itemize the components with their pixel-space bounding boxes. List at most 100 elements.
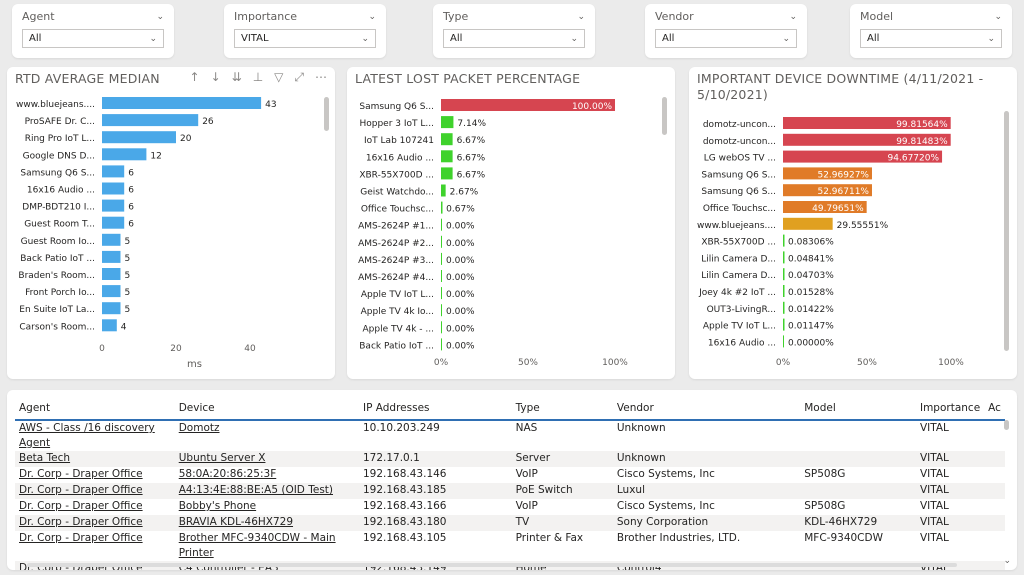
bar[interactable]: [783, 217, 833, 230]
column-header-type[interactable]: Type: [511, 396, 613, 421]
bar[interactable]: [783, 201, 867, 213]
cell-agent[interactable]: Beta Tech: [15, 451, 175, 467]
table-row[interactable]: Dr. Corp - Draper Office BRAVIA KDL-46HX7…: [15, 515, 1005, 531]
bar[interactable]: [102, 216, 125, 229]
bar[interactable]: [441, 201, 443, 214]
bar[interactable]: [102, 148, 147, 161]
cell-device[interactable]: Ubuntu Server X: [174, 451, 359, 467]
cell-device[interactable]: A4:13:4E:88:BE:A5 (OID Test): [174, 483, 359, 499]
scrollbar[interactable]: [1004, 111, 1009, 351]
bar[interactable]: [102, 319, 117, 332]
scrollbar[interactable]: [324, 97, 329, 131]
bar[interactable]: [441, 167, 453, 180]
chevron-down-icon[interactable]: ⌄: [368, 11, 376, 22]
hierarchy-icon[interactable]: ⊥: [252, 70, 264, 84]
bar[interactable]: [102, 268, 121, 280]
slicer-dropdown[interactable]: All ⌄: [655, 29, 797, 48]
bar[interactable]: [783, 251, 785, 264]
bar[interactable]: [102, 233, 121, 246]
bar[interactable]: [441, 184, 446, 197]
table-row[interactable]: Beta Tech Ubuntu Server X 172.17.0.1 Server…: [15, 451, 1005, 467]
bar[interactable]: [783, 117, 951, 129]
bar[interactable]: [783, 234, 785, 247]
bar[interactable]: [783, 301, 785, 314]
cell-agent[interactable]: Dr. Corp - Draper Office: [19, 500, 143, 512]
bar[interactable]: [102, 97, 262, 109]
chevron-down-icon[interactable]: ⌄: [789, 11, 797, 22]
bar[interactable]: [102, 285, 121, 298]
chart-title: IMPORTANT DEVICE DOWNTIME (4/11/2021 - 5…: [697, 71, 984, 102]
bar[interactable]: [441, 150, 453, 163]
bar[interactable]: [783, 150, 943, 163]
bar[interactable]: [441, 133, 453, 146]
cell-ip: 192.168.43.105: [362, 532, 447, 544]
table-horizontal-scrollbar[interactable]: [27, 563, 957, 567]
column-header-vendor[interactable]: Vendor: [612, 396, 801, 421]
slicer-dropdown[interactable]: All ⌄: [860, 29, 1002, 48]
x-tick-label: 40: [244, 344, 256, 354]
table-row[interactable]: Dr. Corp - Draper Office Brother MFC-9340…: [15, 531, 1005, 561]
category-label: Lilin Camera D...: [701, 254, 776, 264]
data-label: 5: [125, 271, 131, 281]
focus-mode-icon[interactable]: ⤢: [294, 70, 304, 84]
slicer-dropdown[interactable]: All ⌄: [443, 29, 585, 48]
expand-all-down-icon[interactable]: ⇊: [231, 70, 242, 84]
bar[interactable]: [783, 184, 872, 197]
chevron-down-icon[interactable]: ⌄: [994, 11, 1002, 22]
bar[interactable]: [783, 133, 951, 146]
cell-device[interactable]: Brother MFC-9340CDW - Main Printer: [178, 532, 336, 559]
table-row[interactable]: Dr. Corp - Draper Office Bobby's Phone 192…: [15, 499, 1005, 515]
lost-packet-bar-chart: Samsung Q6 S... 100.00% Hopper 3 IoT L... 7…: [358, 99, 628, 368]
column-header-model[interactable]: Model: [800, 396, 916, 421]
column-header-device[interactable]: Device: [174, 396, 359, 421]
cell-agent[interactable]: Dr. Corp - Draper Office: [19, 532, 143, 544]
cell-device[interactable]: 58:0A:20:86:25:3F: [178, 468, 277, 480]
cell-vendor: Unknown: [612, 451, 801, 467]
chevron-down-icon[interactable]: ⌄: [156, 11, 164, 22]
bar[interactable]: [783, 268, 785, 281]
table-scrollbar[interactable]: [1004, 420, 1009, 430]
column-header-ip[interactable]: IP Addresses: [358, 396, 512, 421]
cell-type: VoIP: [515, 468, 538, 480]
cell-device[interactable]: Domotz: [178, 422, 220, 434]
bar[interactable]: [783, 318, 785, 331]
filter-icon[interactable]: ▽: [274, 70, 284, 84]
slicer-dropdown[interactable]: All ⌄: [22, 29, 164, 48]
chevron-down-icon[interactable]: ⌄: [577, 11, 585, 22]
bar[interactable]: [783, 285, 785, 297]
bar[interactable]: [102, 302, 121, 315]
slicer-dropdown[interactable]: VITAL ⌄: [234, 29, 376, 48]
table-row[interactable]: AWS - Class /16 discovery Agent Domotz 10.…: [15, 420, 1005, 451]
cell-device[interactable]: Bobby's Phone: [178, 500, 257, 512]
data-label: 94.67720%: [888, 154, 940, 164]
x-tick-label: 50%: [857, 358, 877, 368]
cell-agent[interactable]: Dr. Corp - Draper Office: [19, 468, 143, 480]
slicer-label: Importance: [234, 10, 298, 23]
x-tick-label: 0%: [776, 358, 791, 368]
table-scroll-down-icon[interactable]: ⌄: [1003, 556, 1011, 566]
cell-device[interactable]: BRAVIA KDL-46HX729: [174, 515, 359, 531]
column-header-agent[interactable]: Agent: [15, 396, 175, 421]
cell-vendor: Luxul: [612, 483, 801, 499]
scrollbar[interactable]: [662, 97, 667, 135]
drill-up-icon[interactable]: ↑: [189, 70, 200, 84]
cell-agent[interactable]: Dr. Corp - Draper Office: [15, 515, 175, 531]
table-row[interactable]: Dr. Corp - Draper Office A4:13:4E:88:BE:A…: [15, 483, 1005, 499]
cell-agent[interactable]: AWS - Class /16 discovery Agent: [19, 422, 155, 449]
bar[interactable]: [441, 116, 454, 129]
bar[interactable]: [102, 114, 199, 127]
cell-agent[interactable]: Dr. Corp - Draper Office: [15, 483, 175, 499]
drill-down-icon[interactable]: ↓: [210, 70, 221, 84]
more-options-icon[interactable]: ⋯: [315, 70, 327, 84]
bar[interactable]: [441, 99, 615, 111]
table-row[interactable]: Dr. Corp - Draper Office 58:0A:20:86:25:3…: [15, 467, 1005, 483]
column-header-actions[interactable]: Ac: [984, 396, 1005, 421]
bar[interactable]: [783, 167, 872, 180]
bar[interactable]: [102, 165, 125, 178]
bar[interactable]: [102, 131, 176, 144]
column-header-importance[interactable]: Importance: [915, 396, 985, 421]
cell-vendor: Cisco Systems, Inc: [616, 468, 715, 480]
bar[interactable]: [102, 250, 121, 263]
bar[interactable]: [102, 199, 125, 212]
bar[interactable]: [102, 182, 125, 195]
